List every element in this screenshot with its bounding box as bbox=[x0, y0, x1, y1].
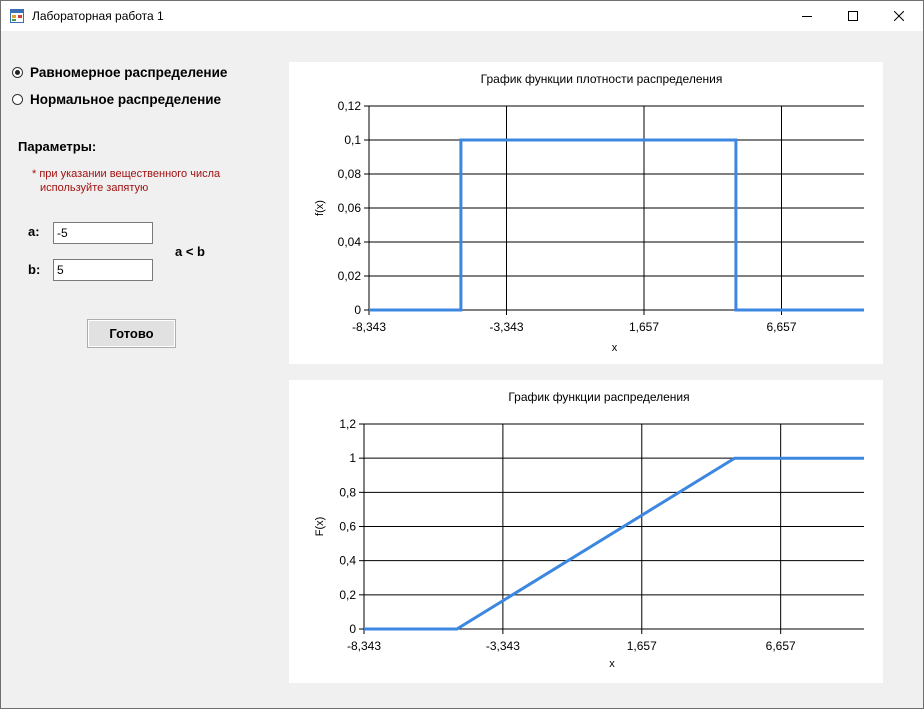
submit-button[interactable]: Готово bbox=[87, 319, 176, 348]
cdf-x-axis-label: x bbox=[609, 658, 615, 670]
radio-normal-distribution[interactable]: Нормальное распределение bbox=[12, 92, 221, 107]
cdf-chart-title: График функции распределения bbox=[508, 390, 689, 404]
param-b-label: b: bbox=[28, 262, 41, 277]
radio-uniform-label: Равномерное распределение bbox=[30, 65, 228, 80]
radio-normal-label: Нормальное распределение bbox=[30, 92, 222, 107]
pdf-x-tick-label: -8,343 bbox=[352, 320, 386, 334]
maximize-icon bbox=[848, 11, 858, 21]
cdf-y-tick-label: 0,6 bbox=[339, 520, 356, 534]
cdf-y-tick-label: 1 bbox=[349, 451, 356, 465]
note-line-1: * при указании вещественного числа bbox=[32, 168, 221, 180]
cdf-chart: График функции распределения 0 0,2 0,4 0,6 0,… bbox=[314, 390, 864, 670]
close-icon bbox=[894, 11, 904, 21]
pdf-series-line bbox=[369, 138, 864, 312]
decimal-comma-note: * при указании вещественного числа испол… bbox=[32, 167, 220, 195]
title-bar[interactable]: Лабораторная работа 1 bbox=[1, 1, 923, 31]
cdf-x-tick-label: 6,657 bbox=[766, 639, 796, 653]
cdf-chart-panel: График функции распределения 0 0,2 0,4 0,6 0,… bbox=[289, 380, 883, 683]
cdf-y-tick-label: 0,4 bbox=[339, 554, 356, 568]
cdf-series-line bbox=[364, 456, 864, 631]
pdf-x-axis-label: x bbox=[612, 342, 618, 354]
parameters-heading: Параметры: bbox=[18, 139, 97, 154]
pdf-chart: График функции плотности распределения 0 0… bbox=[314, 72, 864, 354]
app-icon bbox=[10, 9, 24, 23]
pdf-chart-panel: График функции плотности распределения 0 0… bbox=[289, 62, 883, 364]
window-title: Лабораторная работа 1 bbox=[32, 9, 164, 23]
pdf-y-tick-label: 0,08 bbox=[338, 167, 362, 181]
param-a-label: a: bbox=[28, 224, 40, 239]
radio-button-icon[interactable] bbox=[12, 94, 23, 105]
cdf-x-tick-label: -8,343 bbox=[347, 639, 381, 653]
close-button[interactable] bbox=[876, 1, 922, 31]
maximize-button[interactable] bbox=[830, 1, 876, 31]
cdf-y-tick-label: 0,8 bbox=[339, 485, 356, 499]
pdf-x-tick-label: 1,657 bbox=[629, 320, 659, 334]
pdf-y-tick-label: 0,02 bbox=[338, 269, 362, 283]
param-b-input[interactable] bbox=[53, 259, 153, 281]
pdf-x-tick-label: 6,657 bbox=[766, 320, 796, 334]
pdf-x-tick-label: -3,343 bbox=[489, 320, 523, 334]
cdf-y-tick-label: 1,2 bbox=[339, 417, 356, 431]
cdf-x-tick-label: 1,657 bbox=[627, 639, 657, 653]
cdf-y-tick-label: 0 bbox=[349, 622, 356, 636]
cdf-x-tick-label: -3,343 bbox=[486, 639, 520, 653]
note-line-2: используйте запятую bbox=[40, 182, 149, 194]
minimize-icon bbox=[802, 16, 812, 17]
pdf-chart-title: График функции плотности распределения bbox=[481, 72, 723, 86]
cdf-y-axis-label: F(x) bbox=[314, 517, 326, 537]
pdf-y-tick-label: 0,1 bbox=[344, 133, 361, 147]
pdf-y-tick-label: 0,12 bbox=[338, 99, 362, 113]
radio-uniform-distribution[interactable]: Равномерное распределение bbox=[12, 65, 227, 80]
pdf-y-tick-label: 0,04 bbox=[338, 235, 362, 249]
constraint-label: a < b bbox=[175, 244, 205, 259]
cdf-y-tick-label: 0,2 bbox=[339, 588, 356, 602]
minimize-button[interactable] bbox=[784, 1, 830, 31]
radio-button-selected-icon[interactable] bbox=[12, 67, 23, 78]
param-a-input[interactable] bbox=[53, 222, 153, 244]
pdf-y-tick-label: 0,06 bbox=[338, 201, 362, 215]
pdf-y-tick-label: 0 bbox=[354, 303, 361, 317]
pdf-y-axis-label: f(x) bbox=[314, 200, 326, 216]
